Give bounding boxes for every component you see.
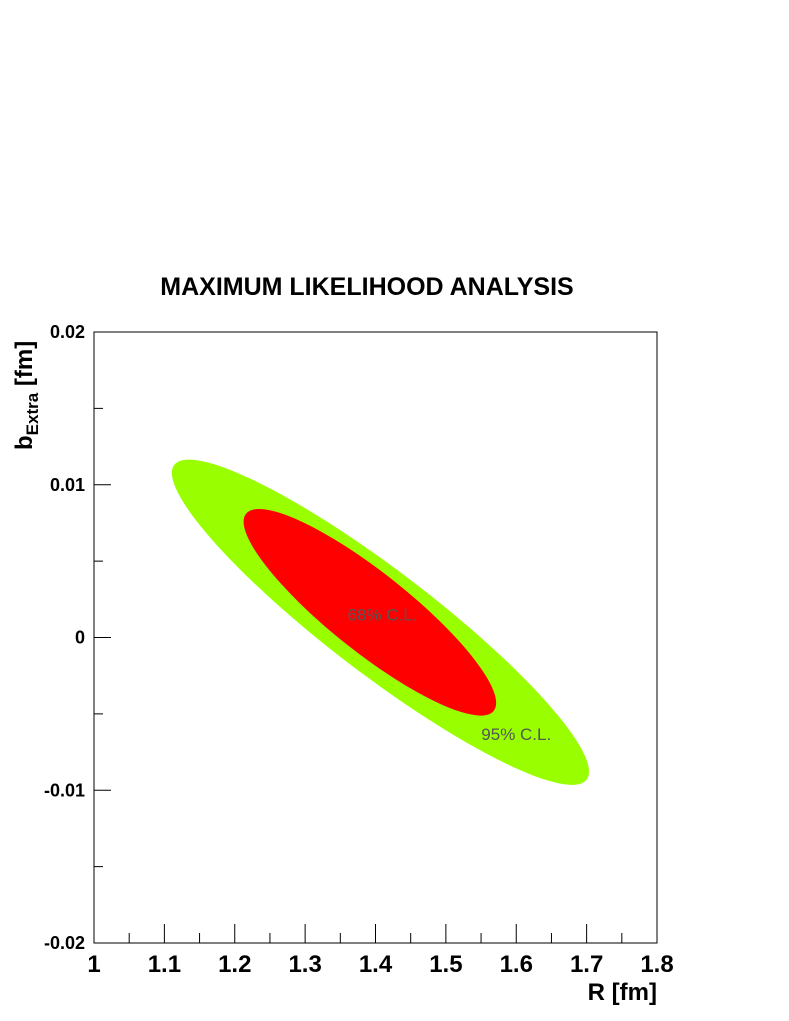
x-axis-tick-labels: 1 1.1 1.2 1.3 1.4 1.5 1.6 1.7 1.8 [87,951,673,978]
confidence-region-68-c-l [243,509,497,716]
confidence-region-labels: 95% C.L. 68% C.L. [348,606,552,744]
y-tick-label: -0.02 [44,933,85,953]
x-tick-label: 1.8 [640,951,673,978]
x-axis-label: R [fm] [588,979,657,1006]
region-label-95-c-l: 95% C.L. [481,725,551,744]
x-tick-label: 1.7 [570,951,603,978]
x-tick-label: 1 [87,951,100,978]
x-tick-label: 1.2 [218,951,251,978]
y-axis-label-subscript: Extra [23,392,42,435]
x-tick-label: 1.1 [148,951,181,978]
region-label-68-c-l: 68% C.L. [348,606,418,625]
x-tick-label: 1.5 [429,951,462,978]
y-axis-label-unit: [fm] [11,341,38,393]
confidence-regions [171,459,590,785]
x-axis-ticks [93,924,658,943]
y-axis-label-main: b [11,435,38,450]
y-axis-ticks [94,331,111,944]
y-tick-label: 0 [75,628,85,648]
y-tick-label: -0.01 [44,780,85,800]
x-tick-label: 1.4 [359,951,393,978]
y-tick-label: 0.02 [50,322,85,342]
y-axis-tick-labels: -0.02 -0.01 0 0.01 0.02 [44,322,85,953]
y-tick-label: 0.01 [50,475,85,495]
chart-title: MAXIMUM LIKELIHOOD ANALYSIS [160,273,573,301]
x-tick-label: 1.6 [500,951,533,978]
y-axis-label: bExtra [fm] [11,341,42,450]
x-tick-label: 1.3 [288,951,321,978]
